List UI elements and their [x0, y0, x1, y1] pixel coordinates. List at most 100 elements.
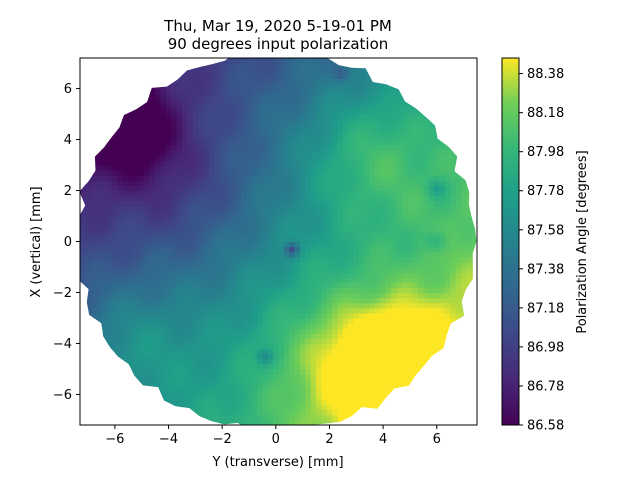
heatmap-cell	[380, 384, 387, 390]
heatmap-cell	[219, 124, 226, 130]
heatmap-cell	[192, 353, 199, 360]
heatmap-cell	[257, 292, 263, 299]
heatmap-cell	[251, 292, 258, 299]
heatmap-cell	[385, 78, 392, 85]
heatmap-cell	[198, 241, 204, 248]
heatmap-cell	[224, 404, 231, 411]
heatmap-cell	[133, 119, 140, 125]
heatmap-cell	[90, 251, 97, 258]
heatmap-cell	[423, 282, 430, 288]
heatmap-cell	[321, 226, 328, 232]
heatmap-cell	[353, 348, 360, 355]
heatmap-cell	[310, 363, 317, 370]
heatmap-cell	[128, 282, 135, 288]
heatmap-cell	[407, 236, 414, 243]
heatmap-cell	[165, 348, 172, 355]
heatmap-cell	[407, 134, 414, 141]
heatmap-cell	[176, 333, 183, 339]
heatmap-cell	[364, 307, 371, 314]
heatmap-cell	[283, 256, 290, 263]
heatmap-cell	[246, 226, 253, 232]
heatmap-cell	[321, 165, 328, 171]
heatmap-cell	[219, 73, 226, 79]
heatmap-cell	[240, 236, 247, 243]
heatmap-cell	[219, 389, 226, 396]
heatmap-cell	[289, 139, 296, 146]
heatmap-cell	[407, 368, 414, 375]
heatmap-cell	[294, 251, 301, 258]
heatmap-cell	[305, 368, 312, 375]
heatmap-cell	[423, 124, 430, 130]
heatmap-cell	[192, 399, 199, 406]
heatmap-cell	[375, 200, 382, 207]
heatmap-cell	[364, 221, 371, 227]
heatmap-cell	[369, 103, 376, 110]
heatmap-cell	[299, 282, 306, 288]
heatmap-cell	[417, 221, 424, 227]
colorbar-ticks: 88.3888.1887.9887.7887.5887.3887.1886.98…	[519, 67, 564, 434]
heatmap-cell	[283, 73, 290, 79]
heatmap-cell	[160, 210, 167, 217]
heatmap-cell	[321, 379, 328, 385]
heatmap-cell	[139, 328, 145, 334]
heatmap-cell	[251, 78, 258, 85]
heatmap-cell	[401, 236, 408, 243]
heatmap-cell	[375, 170, 382, 176]
heatmap-cell	[214, 139, 221, 146]
heatmap-cell	[203, 312, 210, 319]
heatmap-cell	[283, 180, 290, 187]
heatmap-cell	[149, 149, 156, 156]
heatmap-cell	[235, 221, 242, 227]
heatmap-cell	[358, 399, 365, 406]
heatmap-cell	[214, 108, 221, 115]
heatmap-cell	[240, 139, 247, 146]
heatmap-cell	[348, 287, 355, 294]
heatmap-cell	[450, 287, 457, 294]
heatmap-cell	[428, 338, 435, 345]
heatmap-cell	[267, 409, 274, 416]
heatmap-cell	[401, 190, 408, 197]
heatmap-cell	[85, 261, 92, 268]
heatmap-cell	[106, 297, 113, 304]
heatmap-cell	[305, 399, 312, 406]
heatmap-cell	[214, 68, 221, 74]
heatmap-cell	[122, 277, 129, 283]
heatmap-cell	[203, 205, 210, 212]
heatmap-cell	[450, 216, 457, 222]
heatmap-cell	[278, 88, 285, 95]
heatmap-cell	[434, 333, 441, 339]
heatmap-cell	[385, 251, 392, 258]
heatmap-cell	[439, 170, 446, 176]
heatmap-cell	[278, 103, 285, 110]
heatmap-cell	[326, 200, 333, 207]
heatmap-cell	[155, 256, 162, 263]
heatmap-cell	[450, 149, 457, 156]
heatmap-cell	[165, 338, 172, 345]
heatmap-cell	[235, 139, 242, 146]
heatmap-cell	[380, 154, 387, 161]
heatmap-cell	[144, 368, 151, 375]
heatmap-cell	[192, 323, 199, 329]
heatmap-cell	[117, 287, 124, 294]
heatmap-cell	[128, 221, 135, 227]
heatmap-cell	[144, 317, 151, 324]
heatmap-cell	[428, 226, 435, 232]
heatmap-cell	[203, 175, 210, 181]
heatmap-cell	[149, 343, 156, 350]
heatmap-cell	[133, 180, 140, 187]
heatmap-cell	[235, 185, 242, 192]
heatmap-cell	[257, 159, 263, 166]
heatmap-cell	[380, 394, 387, 401]
heatmap-cell	[353, 272, 360, 278]
heatmap-cell	[385, 93, 392, 100]
heatmap-cell	[428, 317, 435, 324]
heatmap-cell	[257, 78, 263, 85]
heatmap-cell	[181, 205, 188, 212]
heatmap-cell	[310, 358, 317, 365]
heatmap-cell	[358, 394, 365, 401]
heatmap-cell	[144, 312, 151, 319]
heatmap-cell	[128, 328, 135, 334]
heatmap-cell	[294, 277, 301, 283]
heatmap-cell	[299, 165, 306, 171]
heatmap-cell	[273, 175, 280, 181]
